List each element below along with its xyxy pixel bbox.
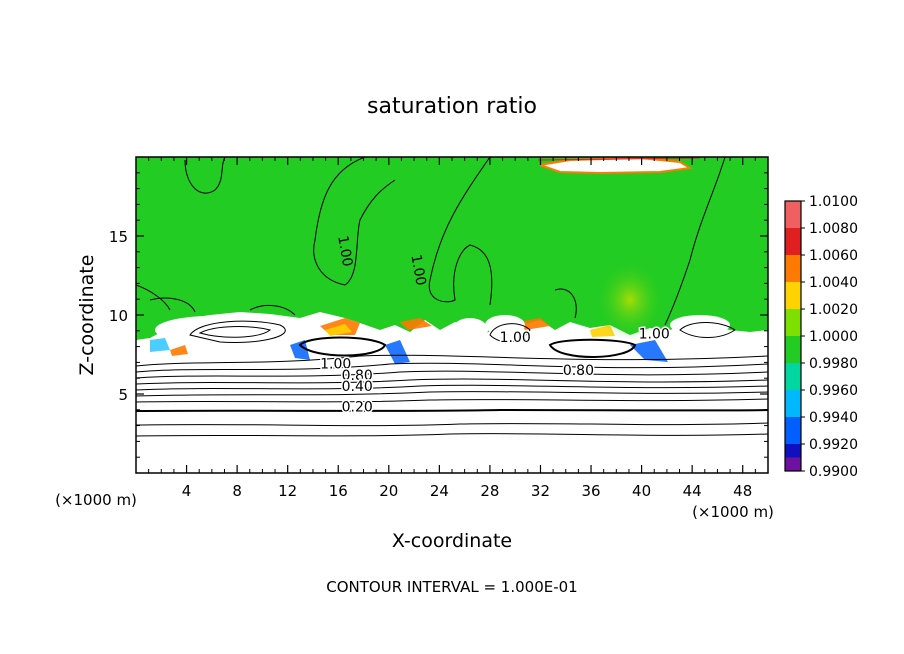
x-tick-label: 4 [182,482,192,500]
colorbar-label: 1.0020 [809,302,858,318]
x-tick-label: 16 [329,482,348,500]
x-tick-label: 28 [480,482,499,500]
contour-labels: 1.000.800.400.200.801.001.001.001.00 [319,233,672,417]
colorbar-label: 0.9980 [809,356,858,372]
colorbar-swatch [785,309,801,336]
x-tick-label: 32 [531,482,550,500]
contour-label: 0.80 [563,363,594,379]
x-tick-label: 48 [733,482,752,500]
contour-label: 0.20 [342,399,373,415]
y-tick-label: 5 [118,386,128,404]
plot-area [136,157,768,473]
colorbar-swatch [785,336,801,363]
x-tick-label: 40 [632,482,651,500]
colorbar-label: 1.0080 [809,221,858,237]
contour-label: 1.00 [639,327,670,343]
colorbar-label: 1.0060 [809,248,858,264]
x-tick-label: 24 [430,482,449,500]
colorbar-label: 0.9940 [809,410,858,426]
colorbar-swatch [785,390,801,417]
colorbar-swatch [785,255,801,282]
contour-label: 1.00 [320,357,351,373]
contour-lines [136,157,768,437]
colorbar-label: 1.0000 [809,329,858,345]
colorbar: 1.0100 1.0080 1.0060 1.0040 1.0020 1.0000 0.99… [784,194,858,480]
x-tick-label: 44 [683,482,702,500]
upper-subsaturated-patch [540,158,690,173]
colorbar-swatch [785,228,801,255]
x-tick-label: 12 [278,482,297,500]
contour-interval-footer: CONTOUR INTERVAL = 1.000E-01 [326,578,577,596]
colorbar-label: 0.9960 [809,383,858,399]
colorbar-swatch [785,417,801,444]
x-unit-label: (×1000 m) [692,503,774,521]
y-axis-label: Z-coordinate [76,255,98,376]
colorbar-label: 1.0040 [809,275,858,291]
y-tick-label: 10 [109,307,128,325]
chart-title: saturation ratio [367,94,537,119]
colorbar-swatch [785,457,801,471]
colorbar-label: 1.0100 [809,194,858,210]
x-axis-label: X-coordinate [392,530,512,552]
colorbar-label: 0.9920 [809,437,858,453]
colorbar-swatch [785,282,801,309]
x-tick-label: 8 [232,482,242,500]
y-tick-label: 15 [109,228,128,246]
contour-label: 0.40 [342,379,373,395]
colorbar-label: 0.9900 [809,464,858,480]
colorbar-swatch [785,363,801,390]
dry-edge-blue [290,340,310,360]
x-tick-label: 36 [581,482,600,500]
contour-label: 0.80 [342,368,373,384]
z-unit-label: (×1000 m) [55,491,137,509]
contour-label: 1.00 [500,330,531,346]
colorbar-swatch [785,201,801,228]
x-tick-label: 20 [379,482,398,500]
